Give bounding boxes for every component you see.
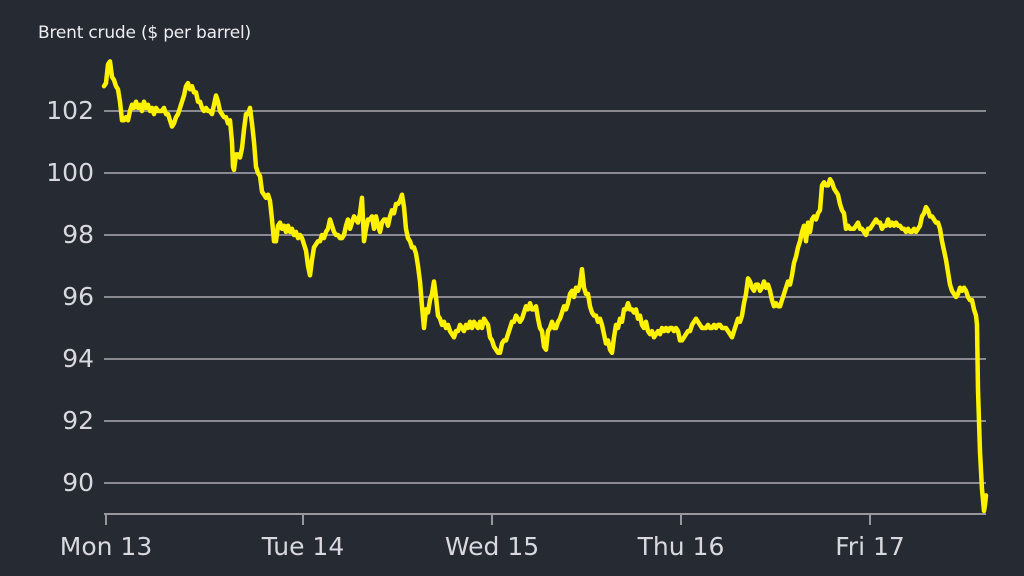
x-tick-label: Tue 14 (261, 532, 345, 561)
gridlines (104, 110, 986, 484)
y-tick-label: 100 (46, 158, 94, 187)
y-tick-label: 90 (62, 468, 94, 497)
x-axis (104, 513, 986, 525)
x-tick-label: Thu 16 (637, 532, 725, 561)
x-tick-label: Fri 17 (835, 532, 905, 561)
y-tick-label: 102 (46, 96, 94, 125)
x-tick-label: Wed 15 (444, 532, 540, 561)
y-tick-label: 96 (62, 282, 94, 311)
x-tick-label: Mon 13 (59, 532, 153, 561)
chart-title: Brent crude ($ per barrel) (38, 23, 251, 43)
brent-price-line (101, 59, 989, 514)
y-tick-label: 94 (62, 344, 94, 373)
y-tick-label: 92 (62, 406, 94, 435)
y-tick-label: 98 (62, 220, 94, 249)
